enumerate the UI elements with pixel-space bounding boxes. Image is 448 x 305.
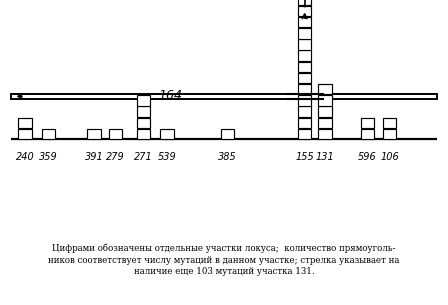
Bar xyxy=(361,129,374,139)
Bar xyxy=(298,50,311,61)
Bar xyxy=(361,117,374,128)
Bar xyxy=(18,129,32,139)
Text: 155: 155 xyxy=(295,152,314,162)
Bar xyxy=(298,62,311,72)
Text: 106: 106 xyxy=(380,152,399,162)
Text: 240: 240 xyxy=(16,152,34,162)
Bar xyxy=(109,129,122,139)
Text: 279: 279 xyxy=(106,152,125,162)
Bar xyxy=(318,117,332,128)
Text: Цифрами обозначены отдельные участки локуса;  количество прямоуголь-
ников соотв: Цифрами обозначены отдельные участки лок… xyxy=(48,243,400,276)
Bar xyxy=(137,117,150,128)
Bar xyxy=(298,95,311,106)
Text: 391: 391 xyxy=(85,152,103,162)
Text: 131: 131 xyxy=(315,152,334,162)
Bar xyxy=(298,117,311,128)
Text: 359: 359 xyxy=(39,152,58,162)
Bar xyxy=(42,129,55,139)
Bar xyxy=(137,95,150,106)
Bar xyxy=(221,129,234,139)
Bar xyxy=(160,129,174,139)
Text: 596: 596 xyxy=(358,152,377,162)
Bar xyxy=(298,17,311,27)
Bar xyxy=(318,106,332,117)
Bar xyxy=(298,129,311,139)
Bar xyxy=(137,106,150,117)
Bar xyxy=(318,84,332,95)
Bar xyxy=(137,129,150,139)
Text: 539: 539 xyxy=(158,152,177,162)
Bar xyxy=(298,73,311,83)
Bar xyxy=(298,84,311,95)
Bar xyxy=(298,6,311,16)
Bar xyxy=(298,106,311,117)
Bar xyxy=(87,129,101,139)
Bar xyxy=(298,28,311,38)
Bar xyxy=(298,39,311,50)
Bar xyxy=(383,117,396,128)
Bar xyxy=(298,0,311,5)
Bar xyxy=(318,95,332,106)
Text: 164: 164 xyxy=(158,89,182,102)
Bar xyxy=(383,129,396,139)
Bar xyxy=(318,129,332,139)
Text: 385: 385 xyxy=(218,152,237,162)
Text: 271: 271 xyxy=(134,152,153,162)
Bar xyxy=(18,117,32,128)
